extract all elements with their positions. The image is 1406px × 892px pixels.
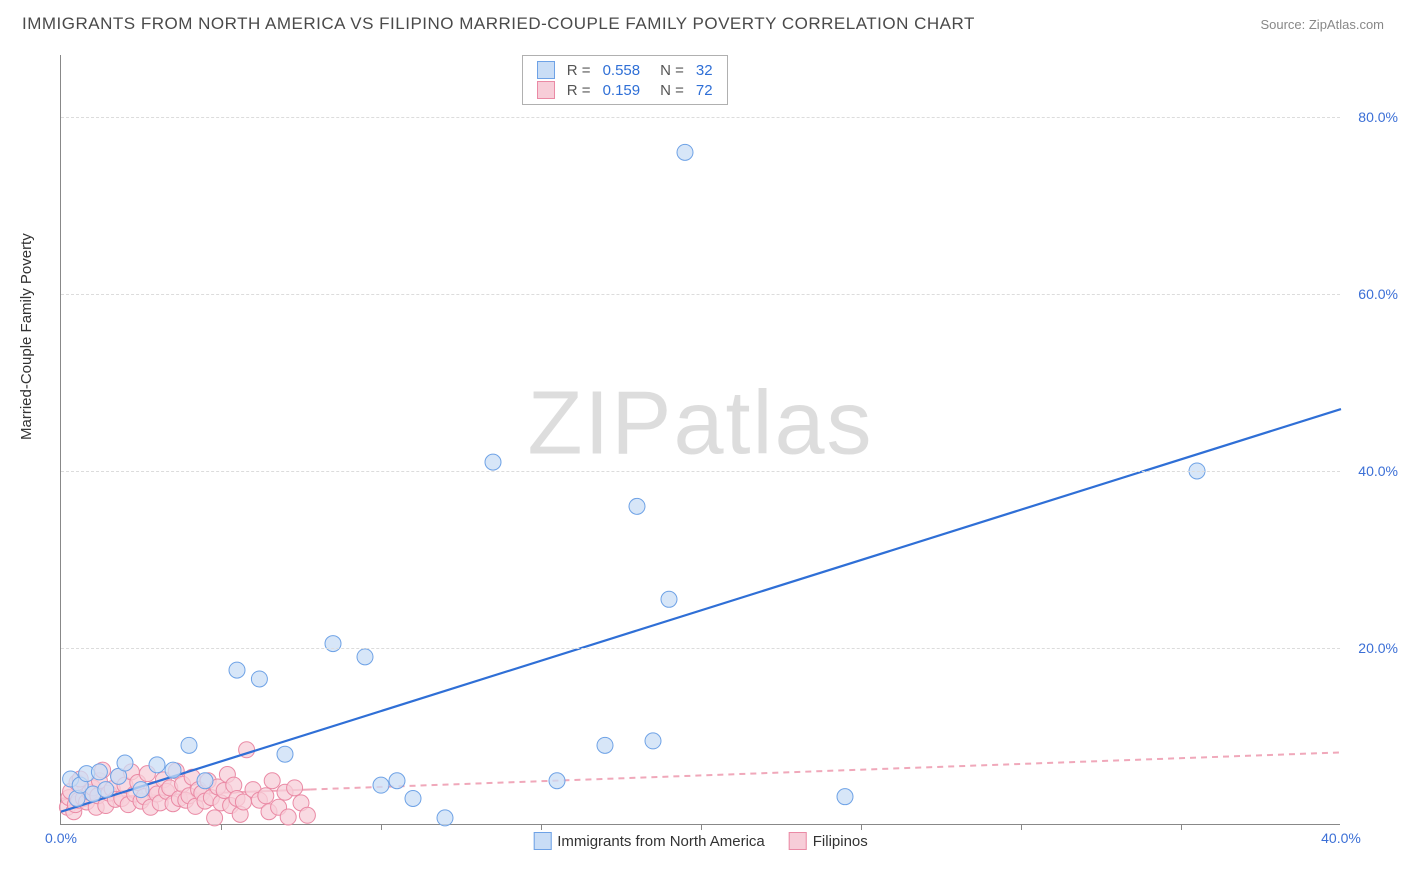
data-point-na xyxy=(549,773,565,789)
data-point-fil xyxy=(280,809,296,825)
data-point-na xyxy=(645,733,661,749)
data-point-na xyxy=(165,762,181,778)
trend-line-na xyxy=(61,409,1341,812)
legend-stats: R =0.558N =32 R =0.159N =72 xyxy=(522,55,728,105)
y-tick-label: 60.0% xyxy=(1346,286,1398,302)
source-label: Source: ZipAtlas.com xyxy=(1260,17,1384,32)
x-tick-label: 40.0% xyxy=(1321,830,1361,846)
data-point-na xyxy=(117,755,133,771)
x-tick-mark xyxy=(1021,824,1022,830)
data-point-na xyxy=(357,649,373,665)
data-point-fil xyxy=(258,788,274,804)
data-point-na xyxy=(373,777,389,793)
data-point-na xyxy=(677,144,693,160)
gridline xyxy=(61,294,1340,295)
legend-swatch-na xyxy=(537,61,555,79)
chart-canvas xyxy=(61,55,1340,824)
legend-series: Immigrants from North America Filipinos xyxy=(533,832,868,850)
legend-r-value-fil: 0.159 xyxy=(597,80,647,100)
legend-item-na: Immigrants from North America xyxy=(533,832,765,850)
data-point-na xyxy=(91,764,107,780)
data-point-fil xyxy=(299,807,315,823)
y-tick-label: 80.0% xyxy=(1346,109,1398,125)
y-axis-label: Married-Couple Family Poverty xyxy=(18,233,35,440)
data-point-na xyxy=(98,782,114,798)
legend-n-value-na: 32 xyxy=(690,60,719,80)
legend-label-na: Immigrants from North America xyxy=(557,833,765,850)
data-point-na xyxy=(661,591,677,607)
legend-n-value-fil: 72 xyxy=(690,80,719,100)
legend-item-fil: Filipinos xyxy=(789,832,868,850)
data-point-na xyxy=(181,737,197,753)
legend-swatch-fil xyxy=(537,81,555,99)
x-tick-mark xyxy=(861,824,862,830)
plot-area: ZIPatlas R =0.558N =32R =0.159N =72 Immi… xyxy=(60,55,1340,825)
data-point-na xyxy=(837,789,853,805)
data-point-na xyxy=(629,498,645,514)
legend-r-label: R = xyxy=(561,60,597,80)
y-tick-label: 20.0% xyxy=(1346,640,1398,656)
trend-line-fil-dashed xyxy=(311,752,1341,789)
legend-r-label: R = xyxy=(561,80,597,100)
legend-r-value-na: 0.558 xyxy=(597,60,647,80)
y-tick-label: 40.0% xyxy=(1346,463,1398,479)
legend-n-label: N = xyxy=(646,60,690,80)
data-point-na xyxy=(197,773,213,789)
x-tick-mark xyxy=(221,824,222,830)
x-tick-label: 0.0% xyxy=(45,830,77,846)
data-point-na xyxy=(133,782,149,798)
legend-swatch-na xyxy=(533,832,551,850)
gridline xyxy=(61,471,1340,472)
data-point-na xyxy=(597,737,613,753)
gridline xyxy=(61,648,1340,649)
x-tick-mark xyxy=(541,824,542,830)
x-tick-mark xyxy=(701,824,702,830)
data-point-na xyxy=(277,746,293,762)
data-point-na xyxy=(325,636,341,652)
data-point-fil xyxy=(264,773,280,789)
legend-label-fil: Filipinos xyxy=(813,833,868,850)
data-point-na xyxy=(437,810,453,826)
data-point-na xyxy=(229,662,245,678)
x-tick-mark xyxy=(1181,824,1182,830)
data-point-fil xyxy=(287,780,303,796)
gridline xyxy=(61,117,1340,118)
data-point-na xyxy=(251,671,267,687)
data-point-na xyxy=(405,790,421,806)
legend-n-label: N = xyxy=(646,80,690,100)
legend-swatch-fil xyxy=(789,832,807,850)
x-tick-mark xyxy=(381,824,382,830)
chart-title: IMMIGRANTS FROM NORTH AMERICA VS FILIPIN… xyxy=(22,14,975,34)
data-point-na xyxy=(149,757,165,773)
data-point-na xyxy=(389,773,405,789)
data-point-na xyxy=(485,454,501,470)
